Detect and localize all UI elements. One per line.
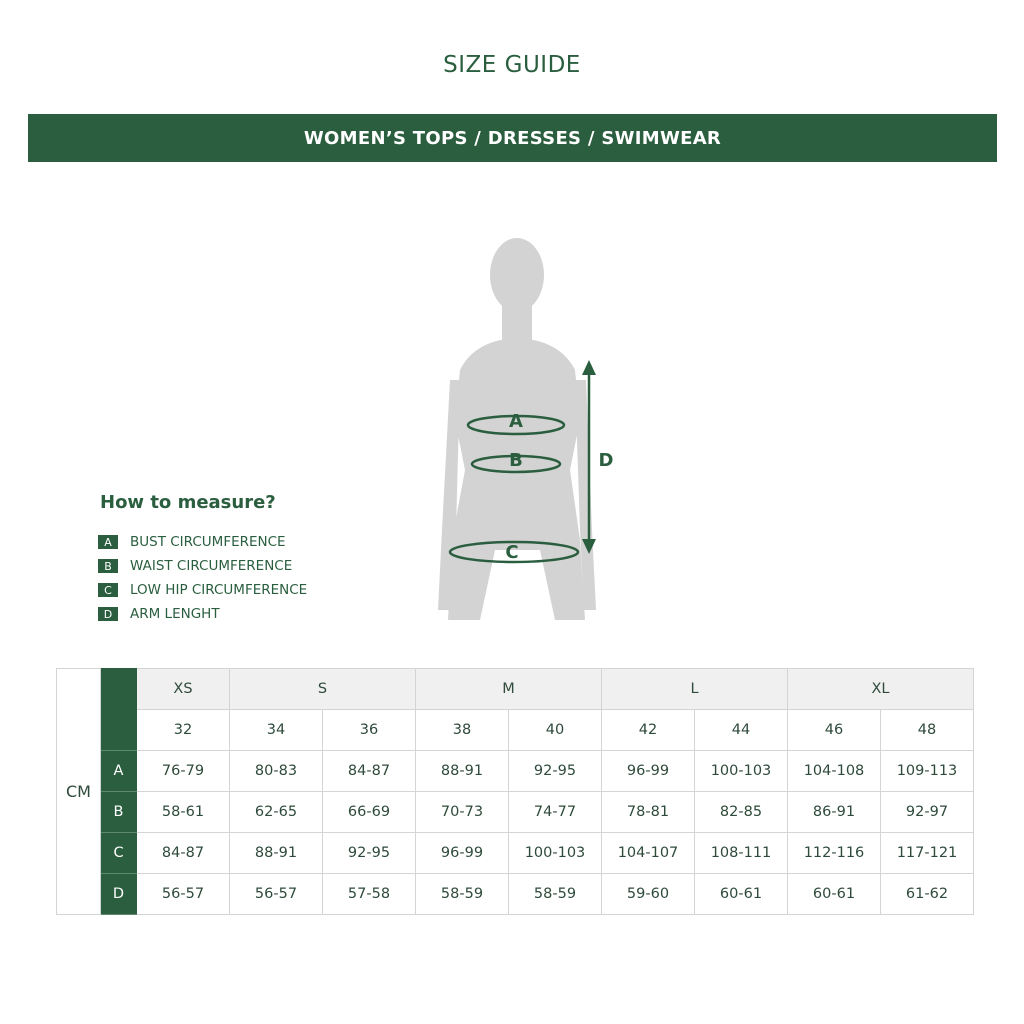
- measure-cell: 76-79: [136, 750, 230, 792]
- measure-cell: 100-103: [694, 750, 788, 792]
- legend-key: C: [98, 583, 118, 597]
- legend-label: ARM LENGHT: [130, 606, 220, 622]
- size-table: CM XS S M L XL 32 34 36 38 40 42 44 46 48 A 76-79 80-83 84…: [56, 668, 974, 915]
- measure-cell: 96-99: [601, 750, 695, 792]
- measure-cell: 100-103: [508, 832, 602, 874]
- measure-cell: 112-116: [787, 832, 881, 874]
- measure-cell: 109-113: [880, 750, 974, 792]
- page-title: SIZE GUIDE: [443, 52, 581, 78]
- measure-cell: 104-108: [787, 750, 881, 792]
- measure-cell: 59-60: [601, 873, 695, 915]
- measurement-legend: A BUST CIRCUMFERENCE B WAIST CIRCUMFERENCE C…: [98, 530, 307, 626]
- measure-cell: 58-59: [415, 873, 509, 915]
- measure-cell: 78-81: [601, 791, 695, 833]
- measure-cell: 84-87: [136, 832, 230, 874]
- size-label: XS: [136, 668, 230, 710]
- size-label: S: [229, 668, 416, 710]
- size-label: M: [415, 668, 602, 710]
- measure-cell: 82-85: [694, 791, 788, 833]
- legend-item: D ARM LENGHT: [98, 602, 307, 626]
- size-number: 32: [136, 709, 230, 751]
- measure-cell: 56-57: [136, 873, 230, 915]
- table-row: C 84-87 88-91 92-95 96-99 100-103 104-107 108-1…: [57, 832, 974, 874]
- size-label: L: [601, 668, 788, 710]
- measure-cell: 117-121: [880, 832, 974, 874]
- row-key: B: [100, 791, 137, 833]
- hip-measure-ring: [448, 540, 580, 564]
- measure-cell: 58-61: [136, 791, 230, 833]
- bust-measure-ring: [466, 414, 566, 436]
- legend-key: D: [98, 607, 118, 621]
- measure-cell: 58-59: [508, 873, 602, 915]
- table-row: B 58-61 62-65 66-69 70-73 74-77 78-81 82-85 86-9…: [57, 791, 974, 833]
- measure-cell: 92-95: [508, 750, 602, 792]
- label-b: B: [509, 450, 523, 471]
- measure-cell: 104-107: [601, 832, 695, 874]
- size-number: 48: [880, 709, 974, 751]
- legend-key: B: [98, 559, 118, 573]
- corner-cell: [100, 668, 137, 751]
- measure-cell: 60-61: [787, 873, 881, 915]
- legend-item: C LOW HIP CIRCUMFERENCE: [98, 578, 307, 602]
- measure-cell: 74-77: [508, 791, 602, 833]
- row-key: C: [100, 832, 137, 874]
- measure-cell: 60-61: [694, 873, 788, 915]
- size-header-row: CM XS S M L XL: [56, 668, 974, 915]
- measure-cell: 70-73: [415, 791, 509, 833]
- legend-label: LOW HIP CIRCUMFERENCE: [130, 582, 308, 598]
- size-number: 38: [415, 709, 509, 751]
- how-to-measure-heading: How to measure?: [100, 492, 276, 513]
- measure-cell: 108-111: [694, 832, 788, 874]
- measure-cell: 86-91: [787, 791, 881, 833]
- row-key: D: [100, 873, 137, 915]
- category-banner: WOMEN’S TOPS / DRESSES / SWIMWEAR: [28, 114, 997, 162]
- measure-cell: 92-95: [322, 832, 416, 874]
- waist-measure-ring: [470, 454, 562, 474]
- legend-key: A: [98, 535, 118, 549]
- measure-cell: 56-57: [229, 873, 323, 915]
- legend-label: WAIST CIRCUMFERENCE: [130, 558, 293, 574]
- size-label: XL: [787, 668, 974, 710]
- body-measurement-figure: A B C D: [438, 238, 614, 620]
- row-key: A: [100, 750, 137, 792]
- measure-cell: 96-99: [415, 832, 509, 874]
- number-row: 32 34 36 38 40 42 44 46 48: [57, 709, 974, 751]
- label-a: A: [509, 411, 523, 432]
- unit-cell: CM: [56, 668, 101, 915]
- measure-cell: 61-62: [880, 873, 974, 915]
- size-number: 42: [601, 709, 695, 751]
- table-row: D 56-57 56-57 57-58 58-59 58-59 59-60 60-61 60-6…: [57, 873, 974, 915]
- size-number: 36: [322, 709, 416, 751]
- measure-cell: 62-65: [229, 791, 323, 833]
- measure-cell: 66-69: [322, 791, 416, 833]
- legend-item: B WAIST CIRCUMFERENCE: [98, 554, 307, 578]
- measure-cell: 88-91: [229, 832, 323, 874]
- label-d: D: [599, 450, 614, 471]
- size-number: 44: [694, 709, 788, 751]
- legend-item: A BUST CIRCUMFERENCE: [98, 530, 307, 554]
- body-silhouette: [438, 238, 596, 620]
- measure-cell: 80-83: [229, 750, 323, 792]
- table-row: A 76-79 80-83 84-87 88-91 92-95 96-99 100-103 10…: [57, 750, 974, 792]
- measure-cell: 57-58: [322, 873, 416, 915]
- label-c: C: [505, 542, 518, 563]
- measure-cell: 92-97: [880, 791, 974, 833]
- measure-cell: 88-91: [415, 750, 509, 792]
- legend-label: BUST CIRCUMFERENCE: [130, 534, 286, 550]
- size-number: 34: [229, 709, 323, 751]
- size-number: 46: [787, 709, 881, 751]
- size-number: 40: [508, 709, 602, 751]
- measure-cell: 84-87: [322, 750, 416, 792]
